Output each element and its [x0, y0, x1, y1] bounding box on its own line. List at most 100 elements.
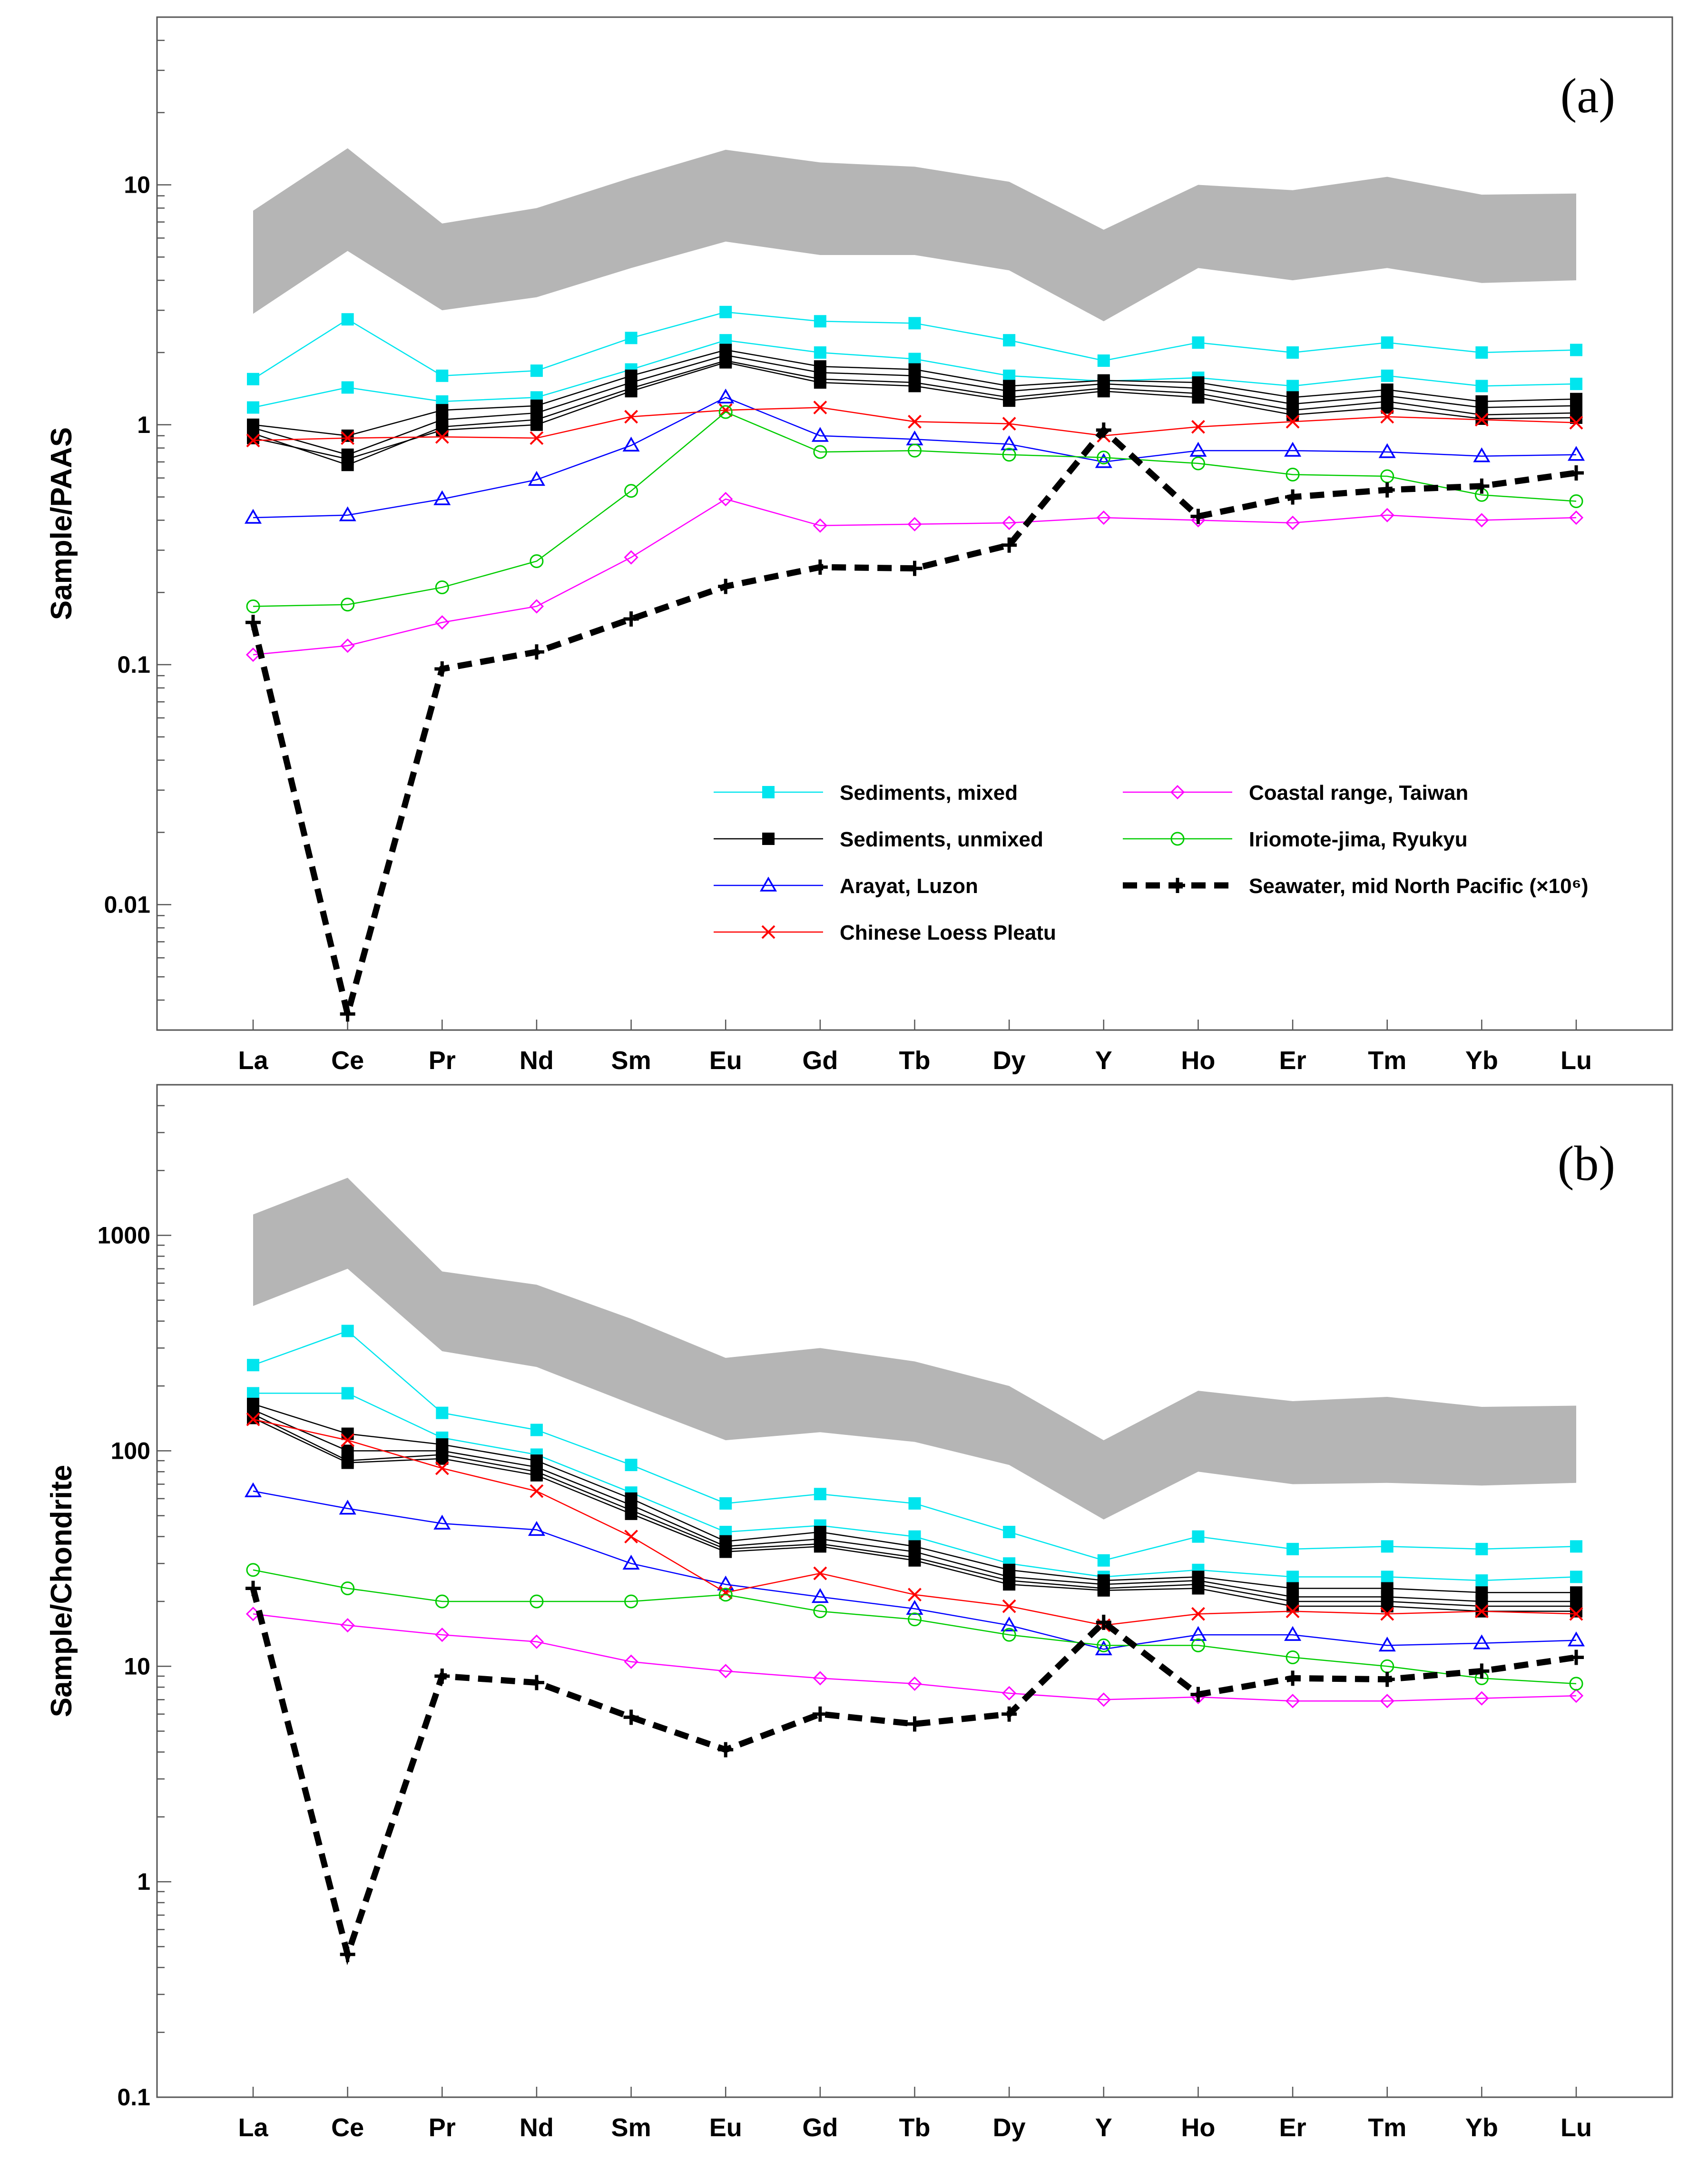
- data-point: [908, 414, 922, 429]
- data-point: [908, 1612, 922, 1627]
- y-tick-label: 1000: [98, 1222, 150, 1249]
- data-point: [341, 598, 355, 612]
- data-point: [1003, 1526, 1016, 1539]
- data-point: [906, 1600, 923, 1615]
- data-point: [341, 1581, 355, 1595]
- data-point: [812, 1706, 828, 1722]
- data-point: [433, 1514, 451, 1530]
- data-point: [908, 443, 922, 458]
- x-tick-label: Ce: [331, 1046, 364, 1075]
- legend-label: Chinese Loess Pleatu: [840, 921, 1056, 944]
- panel-a-paas: 0.01 0.1 1 10 La Ce Pr Nd Sm Eu Gd Tb Dy Y Ho Er Tm Yb Lu S…: [45, 16, 1673, 1075]
- series-sediments-mixed: [247, 1325, 1582, 1567]
- data-point: [719, 305, 732, 318]
- data-point: [1002, 417, 1016, 431]
- data-point: [246, 599, 260, 613]
- data-point: [813, 1604, 827, 1619]
- data-point: [339, 506, 356, 521]
- x-tick-label: Sm: [611, 1046, 651, 1075]
- series-arayat-luzon: [244, 388, 1585, 524]
- data-point: [530, 1469, 543, 1482]
- data-point: [340, 638, 355, 653]
- data-point: [718, 579, 734, 594]
- data-point: [434, 661, 450, 677]
- y-tick-label: 1: [137, 412, 150, 438]
- data-point: [1002, 515, 1017, 530]
- x-tick-label: Eu: [709, 1046, 742, 1075]
- data-point: [718, 1585, 733, 1600]
- data-point: [530, 1484, 544, 1498]
- data-point: [1569, 1650, 1584, 1665]
- data-point: [1001, 537, 1017, 553]
- data-point: [530, 364, 543, 377]
- data-point: [1097, 451, 1111, 465]
- data-point: [1286, 467, 1300, 481]
- data-point: [529, 1675, 544, 1690]
- grey-range-band: [253, 1178, 1576, 1520]
- x-tick-label: Er: [1279, 2113, 1306, 2142]
- data-point: [1475, 346, 1488, 359]
- legend-label: Arayat, Luzon: [840, 874, 978, 898]
- data-point: [1286, 408, 1299, 421]
- data-point: [246, 433, 260, 448]
- data-point: [718, 1664, 733, 1679]
- data-point: [1381, 1571, 1394, 1583]
- data-point: [624, 484, 638, 498]
- series-line: [253, 1569, 1577, 1685]
- x-tick-label: Nd: [520, 1046, 554, 1075]
- data-point: [1191, 420, 1205, 434]
- data-point: [1286, 414, 1300, 429]
- data-point: [625, 1507, 638, 1520]
- x-tick-label: Y: [1095, 1046, 1112, 1075]
- data-point: [717, 388, 735, 404]
- data-point: [907, 560, 923, 576]
- data-point: [907, 517, 922, 531]
- data-point: [1569, 416, 1583, 430]
- data-point: [719, 1497, 732, 1510]
- data-point: [623, 1709, 639, 1725]
- x-tick-label: Tb: [899, 2113, 931, 2142]
- legend-label: Sediments, unmixed: [840, 828, 1043, 851]
- data-point: [908, 1497, 921, 1510]
- data-point: [719, 1545, 732, 1558]
- data-point: [1002, 1628, 1016, 1642]
- x-tick-label: Tm: [1368, 2113, 1406, 2142]
- x-tick-label: Tm: [1368, 1046, 1406, 1075]
- series-line: [253, 411, 1577, 607]
- data-point: [1474, 1691, 1489, 1706]
- data-point: [1285, 515, 1300, 530]
- legend-marker: [762, 833, 775, 845]
- data-point: [1190, 1687, 1206, 1702]
- y-tick-label: 0.1: [117, 2084, 150, 2111]
- data-point: [435, 615, 450, 630]
- data-point: [718, 1742, 734, 1758]
- data-point: [624, 1530, 638, 1544]
- series-sediments-unmixed: [247, 356, 1582, 465]
- data-point: [1191, 1607, 1205, 1621]
- data-point: [1286, 1650, 1300, 1665]
- data-point: [247, 401, 259, 414]
- legend-item-arayat-luzon: Arayat, Luzon: [714, 874, 978, 898]
- data-point: [1381, 336, 1394, 349]
- data-point: [814, 315, 826, 328]
- x-tick-label: Sm: [611, 2113, 651, 2142]
- data-point: [908, 380, 921, 393]
- data-point: [341, 1325, 354, 1337]
- data-point: [1567, 1631, 1585, 1647]
- data-point: [1381, 369, 1394, 382]
- data-point: [1380, 1694, 1394, 1709]
- data-point: [1003, 334, 1016, 347]
- data-point: [434, 1668, 450, 1684]
- data-point: [1003, 394, 1016, 407]
- legend-item-sediments-unmixed: Sediments, unmixed: [714, 828, 1043, 851]
- data-point: [1001, 435, 1018, 451]
- data-point: [625, 385, 638, 398]
- data-point: [528, 471, 545, 486]
- grey-range-band: [253, 148, 1576, 322]
- data-point: [1473, 1634, 1491, 1650]
- series-line: [253, 1613, 1577, 1702]
- x-tick-label: Yb: [1465, 2113, 1498, 2142]
- data-point: [341, 1387, 354, 1400]
- data-point: [436, 1406, 449, 1419]
- legend-item-seawater-mid-north-pacific-10: Seawater, mid North Pacific (×10⁶): [1123, 874, 1589, 898]
